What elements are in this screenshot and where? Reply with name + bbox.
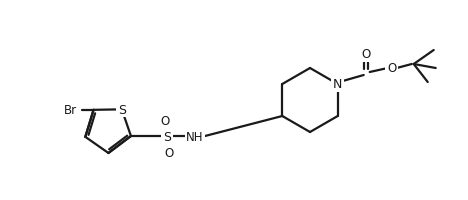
Text: O: O: [387, 62, 396, 75]
Text: S: S: [118, 103, 126, 116]
Text: NH: NH: [186, 130, 204, 143]
Text: O: O: [164, 146, 174, 159]
Text: Br: Br: [64, 104, 77, 117]
Text: O: O: [361, 48, 370, 61]
Text: S: S: [163, 130, 171, 143]
Text: N: N: [333, 78, 343, 91]
Text: O: O: [161, 114, 169, 127]
